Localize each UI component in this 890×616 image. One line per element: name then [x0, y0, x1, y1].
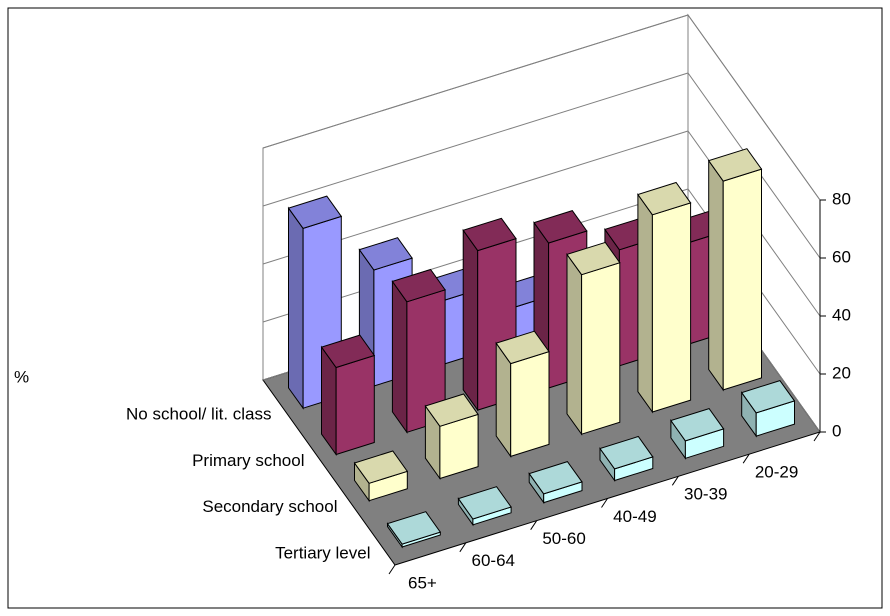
x-tick-label: 60-64 [472, 551, 515, 570]
bar [320, 334, 376, 457]
bar-top [320, 334, 376, 369]
bar-top [599, 435, 654, 470]
bar [495, 330, 550, 458]
y-tick-label: 0 [832, 421, 841, 440]
series-label: Primary school [192, 451, 304, 470]
bar-front [510, 350, 550, 458]
x-tick [601, 498, 608, 508]
x-tick [671, 476, 679, 486]
series-label: No school/ lit. class [126, 405, 272, 424]
bar-side [566, 252, 583, 436]
bar-front [581, 262, 621, 435]
grid-line [262, 130, 821, 317]
bar-front [651, 202, 692, 413]
bar-top [533, 210, 588, 244]
bar [566, 241, 621, 436]
bar-side [708, 159, 724, 392]
y-tick-label: 60 [832, 247, 851, 266]
x-tick-label: 50-60 [542, 529, 585, 548]
bar-top [287, 195, 343, 229]
y-tick-label: 80 [832, 189, 851, 208]
series-label: Tertiary level [275, 543, 370, 562]
x-tick [813, 431, 821, 442]
bar-side [637, 192, 653, 414]
bar [599, 435, 654, 483]
x-tick [388, 564, 396, 575]
bar-top [358, 237, 413, 271]
bar-side [462, 228, 479, 412]
bar [637, 181, 692, 414]
bar-top [670, 408, 725, 442]
bar-top [495, 330, 550, 365]
bar-top [740, 380, 796, 414]
bar-top [462, 217, 517, 252]
bar-side [391, 279, 408, 434]
x-tick [742, 453, 750, 464]
bar [391, 268, 446, 434]
x-tick [459, 542, 467, 553]
bar [528, 461, 583, 505]
x-tick-label: 20-29 [755, 463, 798, 482]
bar-top [566, 241, 621, 276]
bar-top [391, 268, 446, 303]
bar [424, 393, 479, 481]
x-tick-label: 65+ [408, 573, 437, 592]
bar-front [722, 168, 762, 391]
bar-top [528, 461, 583, 495]
bar [353, 450, 409, 503]
y-tick-label: 20 [832, 363, 851, 382]
bar [740, 380, 796, 438]
grid-line [262, 72, 821, 259]
bar-front [335, 354, 375, 456]
y-axis-label: % [14, 367, 29, 386]
grid-line [262, 14, 821, 201]
bar [707, 148, 763, 392]
series-label: Secondary school [202, 497, 337, 516]
bar [670, 408, 725, 460]
bar-top [707, 148, 763, 182]
x-tick [530, 520, 538, 530]
bar-top [386, 511, 442, 545]
bar-top [637, 181, 692, 216]
bar-top [353, 450, 409, 484]
y-tick-label: 40 [832, 305, 851, 324]
bar-side [288, 206, 304, 410]
bar-top [457, 486, 512, 520]
x-tick-label: 30-39 [684, 485, 727, 504]
bar [386, 511, 442, 549]
bar-top [424, 393, 479, 427]
x-tick-label: 40-49 [613, 507, 656, 526]
bar [457, 486, 512, 527]
